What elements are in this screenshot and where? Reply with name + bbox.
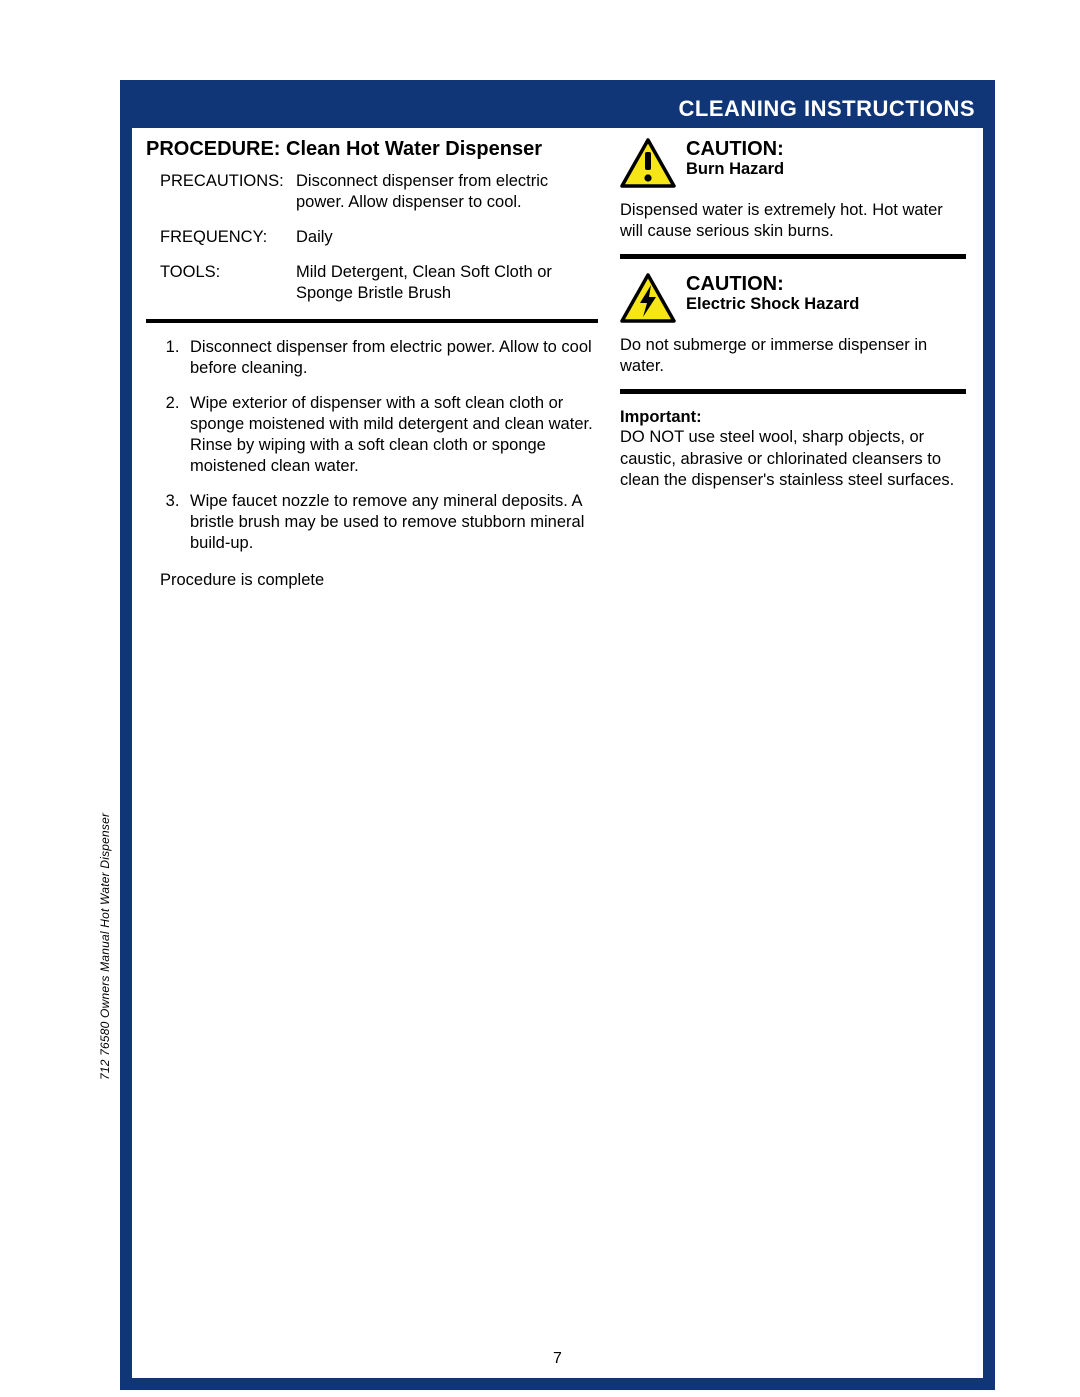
meta-precautions: PRECAUTIONS: Disconnect dispenser from e… (160, 171, 598, 213)
header-title: CLEANING INSTRUCTIONS (679, 96, 976, 121)
caution-text: Do not submerge or immerse dispenser in … (620, 335, 966, 377)
caution-label: CAUTION: (686, 138, 784, 160)
header-bar: CLEANING INSTRUCTIONS (132, 92, 983, 128)
caution-label: CAUTION: (686, 273, 859, 295)
important-text: DO NOT use steel wool, sharp objects, or… (620, 428, 954, 488)
caution-text: Dispensed water is extremely hot. Hot wa… (620, 200, 966, 242)
side-document-id: 712 76580 Owners Manual Hot Water Dispen… (98, 813, 112, 1080)
meta-label: TOOLS: (160, 262, 296, 304)
important-block: Important: DO NOT use steel wool, sharp … (620, 408, 966, 490)
divider-rule (620, 254, 966, 259)
hazard-type: Burn Hazard (686, 160, 784, 180)
meta-label: FREQUENCY: (160, 227, 296, 248)
meta-value: Daily (296, 227, 598, 248)
procedure-column: PROCEDURE: Clean Hot Water Dispenser PRE… (132, 128, 612, 1380)
step-item: Disconnect dispenser from electric power… (184, 337, 598, 379)
procedure-steps: Disconnect dispenser from electric power… (160, 337, 598, 555)
important-label: Important: (620, 408, 702, 426)
caution-burn: CAUTION: Burn Hazard Dispensed water is … (620, 138, 966, 242)
hazard-type: Electric Shock Hazard (686, 295, 859, 315)
procedure-title: PROCEDURE: Clean Hot Water Dispenser (146, 138, 598, 161)
step-item: Wipe faucet nozzle to remove any mineral… (184, 491, 598, 554)
procedure-complete: Procedure is complete (160, 571, 598, 590)
warning-bolt-icon (620, 273, 676, 323)
step-item: Wipe exterior of dispenser with a soft c… (184, 393, 598, 477)
page-number: 7 (553, 1350, 562, 1368)
meta-value: Mild Detergent, Clean Soft Cloth or Spon… (296, 262, 598, 304)
meta-value: Disconnect dispenser from electric power… (296, 171, 598, 213)
divider-rule (620, 389, 966, 394)
cautions-column: CAUTION: Burn Hazard Dispensed water is … (612, 128, 982, 1380)
warning-exclaim-icon (620, 138, 676, 188)
divider-rule (146, 319, 598, 323)
meta-tools: TOOLS: Mild Detergent, Clean Soft Cloth … (160, 262, 598, 304)
page-frame: CLEANING INSTRUCTIONS PROCEDURE: Clean H… (120, 80, 995, 1390)
caution-shock: CAUTION: Electric Shock Hazard Do not su… (620, 273, 966, 377)
content-area: PROCEDURE: Clean Hot Water Dispenser PRE… (132, 128, 983, 1380)
meta-frequency: FREQUENCY: Daily (160, 227, 598, 248)
meta-label: PRECAUTIONS: (160, 171, 296, 213)
